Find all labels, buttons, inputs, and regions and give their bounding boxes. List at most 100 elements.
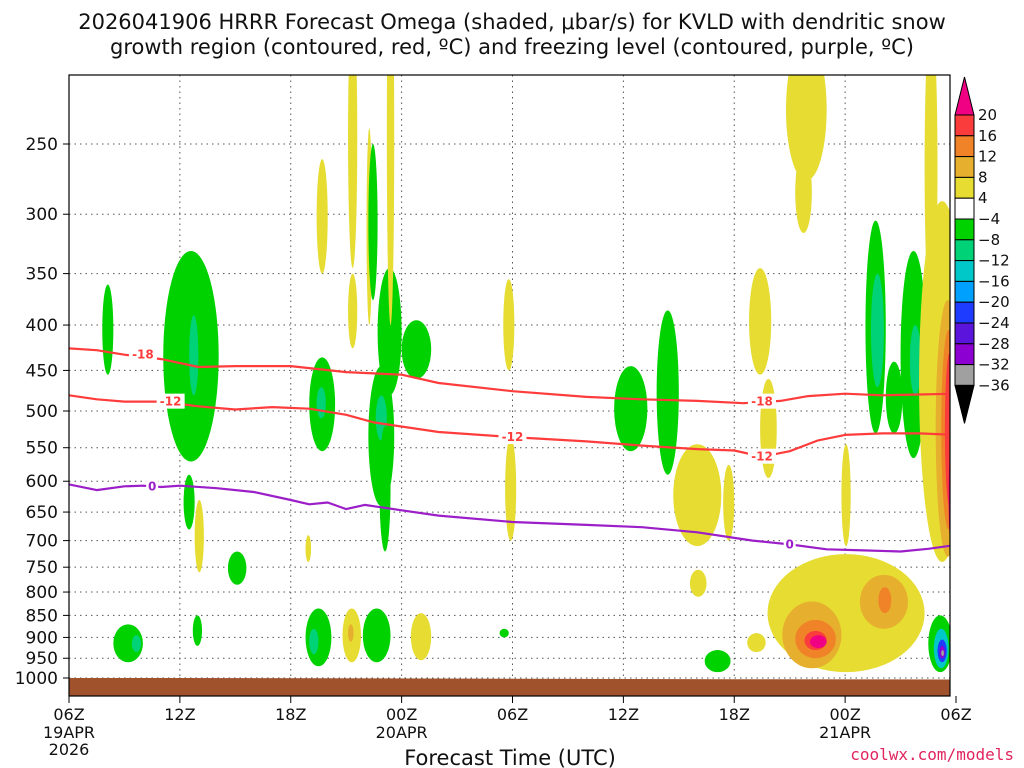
colorbar-label: −4 bbox=[978, 210, 1000, 228]
omega-cell bbox=[113, 624, 143, 663]
omega-cell bbox=[505, 437, 517, 541]
omega-cell bbox=[944, 352, 950, 507]
omega-cell bbox=[131, 635, 142, 653]
colorbar-swatch bbox=[954, 114, 975, 137]
y-tick-label: 300 bbox=[26, 205, 58, 225]
y-tick-label: 850 bbox=[26, 606, 58, 626]
omega-cell bbox=[795, 151, 812, 234]
omega-cell bbox=[379, 426, 391, 552]
omega-cell bbox=[503, 279, 515, 371]
y-tick-label: 1000 bbox=[15, 669, 58, 689]
y-tick-label: 550 bbox=[26, 439, 58, 459]
colorbar-legend: 20 16 12 8 4 −4 −8 −12 −16 −20 −24 −28 −32 −36 bbox=[954, 76, 1010, 424]
contour-label-bg bbox=[156, 393, 185, 409]
y-tick-label: 400 bbox=[26, 316, 58, 336]
omega-cell bbox=[810, 635, 827, 648]
y-axis: 2503003504004505005506006507007508008509… bbox=[15, 135, 69, 689]
colorbar-label: 12 bbox=[978, 148, 997, 166]
colorbar-label: 16 bbox=[978, 127, 997, 145]
contour-label-bg bbox=[783, 536, 796, 552]
omega-cell bbox=[309, 628, 319, 655]
colorbar-label: −32 bbox=[978, 356, 1010, 374]
omega-cell bbox=[747, 633, 766, 653]
omega-cell bbox=[704, 650, 731, 673]
ground-terrain bbox=[69, 678, 950, 696]
omega-cell bbox=[614, 366, 648, 452]
x-date-label: 20APR bbox=[376, 723, 428, 742]
omega-cell bbox=[870, 273, 884, 388]
y-tick-label: 650 bbox=[26, 503, 58, 523]
contour-label-bg bbox=[498, 429, 527, 445]
y-tick-label: 350 bbox=[26, 265, 58, 285]
contour-label-bg bbox=[128, 346, 157, 362]
omega-cell bbox=[885, 361, 903, 434]
omega-cell bbox=[194, 500, 204, 573]
omega-cell bbox=[941, 650, 944, 657]
omega-cell bbox=[749, 268, 772, 375]
colorbar-label: −20 bbox=[978, 293, 1010, 311]
colorbar-label: −24 bbox=[978, 314, 1010, 332]
contour-label: 0 bbox=[148, 479, 156, 493]
x-date-label: 21APR bbox=[819, 723, 871, 742]
x-axis-label: Forecast Time (UTC) bbox=[404, 746, 616, 768]
y-tick-label: 250 bbox=[26, 135, 58, 155]
colorbar-swatch bbox=[954, 239, 975, 262]
isotherm-contours bbox=[69, 347, 950, 553]
omega-cell bbox=[348, 273, 358, 349]
y-tick-label: 450 bbox=[26, 361, 58, 381]
x-tick-label: 06Z bbox=[940, 705, 971, 724]
omega-cell bbox=[499, 628, 509, 638]
colorbar-label: 8 bbox=[978, 168, 988, 186]
credit-text: coolwx.com/models bbox=[850, 745, 1014, 764]
omega-cell bbox=[386, 75, 395, 325]
contour-line bbox=[69, 394, 950, 458]
colorbar-swatch bbox=[954, 156, 975, 178]
omega-cell bbox=[305, 608, 332, 667]
omega-cell bbox=[656, 310, 679, 475]
x-tick-label: 18Z bbox=[719, 705, 750, 724]
contour-label-bg bbox=[747, 448, 776, 464]
omega-cell bbox=[689, 569, 707, 597]
colorbar-swatch bbox=[954, 218, 975, 241]
x-tick-label: 00Z bbox=[386, 705, 417, 724]
x-year-label: 2026 bbox=[49, 740, 90, 759]
colorbar-label: 4 bbox=[978, 189, 988, 207]
colorbar-swatch bbox=[954, 280, 975, 303]
x-tick-label: 12Z bbox=[164, 705, 195, 724]
y-tick-label: 500 bbox=[26, 402, 58, 422]
colorbar-swatch bbox=[954, 197, 975, 220]
colorbar-label: 20 bbox=[978, 106, 997, 124]
y-tick-label: 750 bbox=[26, 558, 58, 578]
contour-line bbox=[69, 347, 950, 405]
omega-cell bbox=[189, 315, 199, 396]
colorbar-top-arrow bbox=[954, 76, 975, 116]
colorbar-swatch bbox=[954, 343, 975, 366]
omega-cell bbox=[348, 624, 354, 642]
x-tick-label: 06Z bbox=[53, 705, 84, 724]
omega-cell bbox=[183, 474, 195, 530]
colorbar-bottom-arrow bbox=[954, 384, 975, 424]
contour-line bbox=[69, 483, 950, 553]
colorbar-label: −8 bbox=[978, 231, 1000, 249]
contour-label: -12 bbox=[751, 450, 773, 464]
x-axis: 06Z 12Z 18Z 00Z 06Z 12Z 18Z 00Z 06Z19APR202620AP… bbox=[43, 696, 972, 759]
omega-cell bbox=[909, 325, 921, 396]
colorbar-label: −16 bbox=[978, 272, 1010, 290]
omega-cell bbox=[785, 75, 827, 181]
omega-cell bbox=[192, 615, 203, 646]
omega-cell bbox=[316, 159, 328, 274]
omega-cell bbox=[305, 535, 312, 563]
x-tick-label: 06Z bbox=[497, 705, 528, 724]
ground-surface bbox=[69, 678, 950, 696]
colorbar-label: −36 bbox=[978, 376, 1010, 394]
colorbar-swatch bbox=[954, 260, 975, 282]
x-tick-label: 00Z bbox=[829, 705, 860, 724]
omega-cell bbox=[368, 144, 378, 301]
omega-cell bbox=[377, 268, 402, 396]
colorbar-swatch bbox=[954, 301, 975, 324]
omega-cell bbox=[348, 75, 358, 269]
omega-shading bbox=[102, 75, 950, 673]
contour-label: -18 bbox=[132, 348, 154, 362]
x-tick-label: 12Z bbox=[608, 705, 639, 724]
